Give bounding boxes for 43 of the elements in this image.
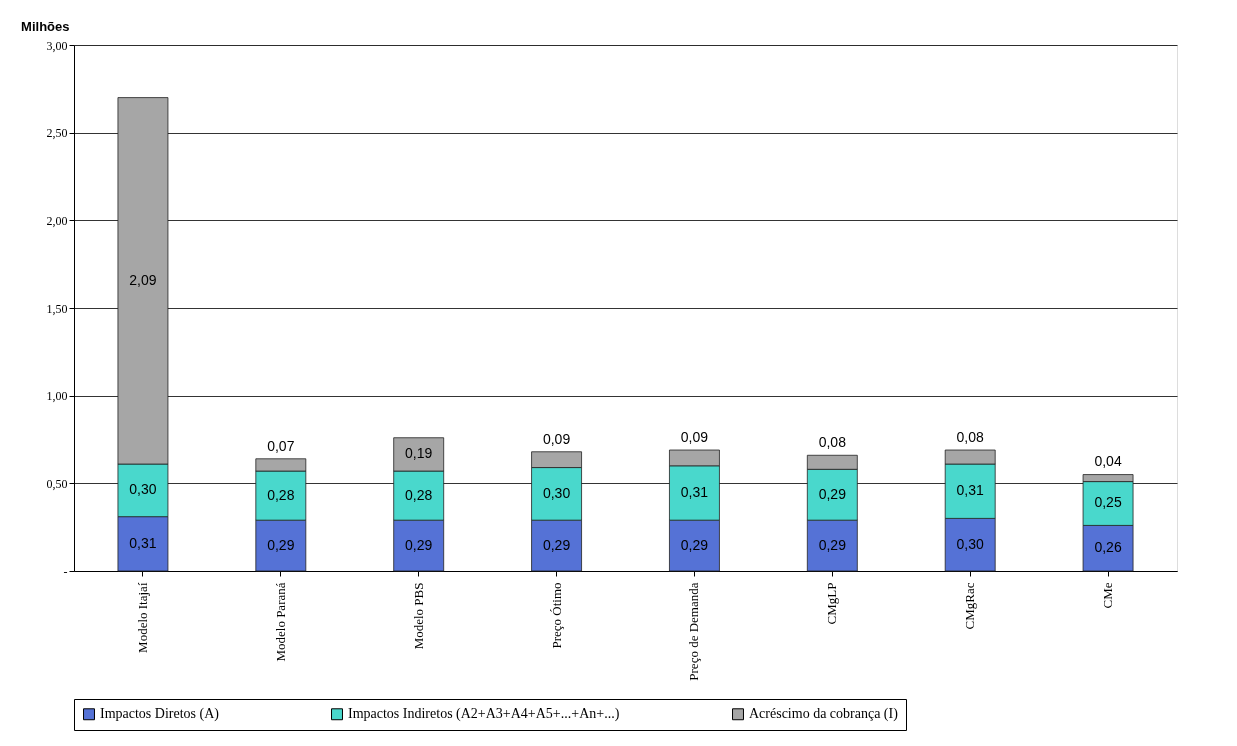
data-label: 0,04 bbox=[1094, 453, 1122, 470]
legend-label: Impactos Indiretos (A2+A3+A4+A5+...+An+...) bbox=[348, 706, 620, 723]
x-tick-label: Modelo PBS bbox=[410, 582, 426, 650]
x-tick-label: CMe bbox=[1100, 582, 1116, 609]
data-label: 0,25 bbox=[1094, 494, 1122, 511]
x-tick-label: Modelo Paraná bbox=[272, 582, 288, 662]
data-label: 0,19 bbox=[405, 445, 433, 462]
legend-label: Impactos Diretos (A) bbox=[100, 706, 220, 723]
y-axis-title: Milhões bbox=[21, 18, 70, 34]
y-tick-label: 2,00 bbox=[46, 213, 68, 228]
data-label: 0,08 bbox=[818, 434, 847, 451]
data-label: 0,29 bbox=[542, 536, 571, 553]
x-tick-label: Preço de Demanda bbox=[686, 582, 702, 681]
x-tick-label: Modelo Itajaí bbox=[134, 582, 150, 653]
data-label: 0,31 bbox=[956, 482, 985, 499]
data-label: 0,29 bbox=[818, 485, 847, 502]
data-label: 0,26 bbox=[1094, 539, 1122, 556]
data-label: 0,30 bbox=[129, 481, 157, 498]
data-label: 0,28 bbox=[405, 486, 433, 503]
y-tick-label: 1,50 bbox=[46, 301, 68, 316]
y-tick-label: 2,50 bbox=[46, 126, 68, 141]
data-label: 0,29 bbox=[405, 536, 433, 553]
data-label: 0,29 bbox=[818, 536, 847, 553]
y-tick-label: 3,00 bbox=[46, 38, 68, 53]
x-tick-label: CMgLP bbox=[824, 582, 840, 625]
data-label: 0,31 bbox=[129, 534, 157, 551]
x-tick-label: CMgRac bbox=[962, 582, 978, 630]
data-label: 0,28 bbox=[267, 486, 295, 503]
data-label: 0,09 bbox=[542, 430, 571, 447]
x-tick-label: Preço Ótimo bbox=[548, 582, 564, 649]
data-label: 0,08 bbox=[956, 428, 985, 445]
data-label: 0,30 bbox=[956, 535, 985, 552]
y-tick-label: 1,00 bbox=[46, 389, 68, 404]
data-label: 0,09 bbox=[680, 428, 709, 445]
data-label: 0,29 bbox=[680, 536, 709, 553]
data-label: 0,29 bbox=[267, 536, 295, 553]
data-label: 0,07 bbox=[267, 437, 295, 454]
data-label: 2,09 bbox=[129, 271, 157, 288]
legend-label: Acréscimo da cobrança (I) bbox=[749, 706, 899, 723]
data-label: 0,30 bbox=[542, 484, 571, 501]
y-tick-label: - bbox=[63, 564, 68, 579]
y-tick-label: 0,50 bbox=[46, 476, 68, 491]
data-label: 0,31 bbox=[680, 483, 709, 500]
